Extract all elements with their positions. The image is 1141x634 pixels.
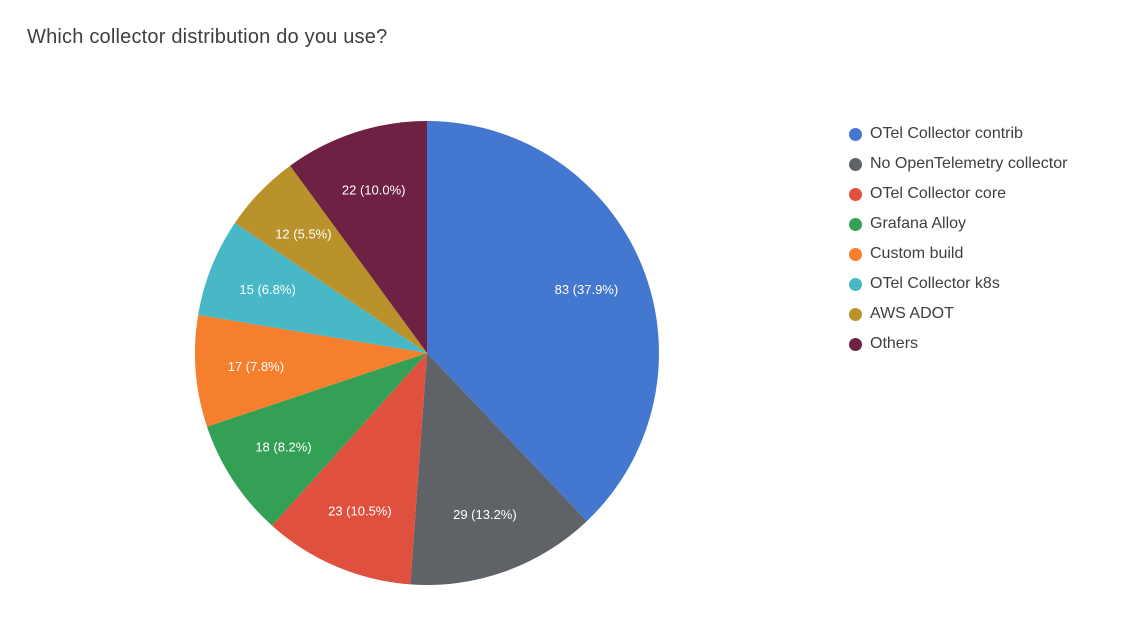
pie-slice-others[interactable] <box>290 121 427 353</box>
chart-legend: OTel Collector contrib No OpenTelemetry c… <box>849 119 1067 359</box>
chart-title: Which collector distribution do you use? <box>27 26 388 48</box>
legend-label: Grafana Alloy <box>870 215 967 232</box>
legend-label: OTel Collector core <box>870 185 1007 202</box>
pie-slice-otel-collector-k8s[interactable] <box>198 222 427 353</box>
pie-slice-no-opentelemetry-collector[interactable] <box>410 353 587 585</box>
legend-label: OTel Collector k8s <box>870 275 1000 292</box>
legend-swatch-icon <box>849 187 862 201</box>
pie-slice-grafana-alloy[interactable] <box>206 353 427 526</box>
legend-swatch-icon <box>849 127 862 141</box>
legend-item-grafana-alloy: Grafana Alloy <box>849 209 1067 239</box>
pie-slice-otel-collector-contrib[interactable] <box>427 121 659 522</box>
legend-item-otel-collector-core: OTel Collector core <box>849 179 1067 209</box>
legend-item-custom-build: Custom build <box>849 239 1067 269</box>
legend-label: No OpenTelemetry collector <box>870 155 1068 172</box>
pie-slice-aws-adot[interactable] <box>234 165 427 353</box>
legend-label: OTel Collector contrib <box>870 125 1023 142</box>
legend-swatch-icon <box>849 277 862 291</box>
legend-swatch-icon <box>849 217 862 231</box>
legend-swatch-icon <box>849 157 862 171</box>
legend-label: Custom build <box>870 245 964 262</box>
legend-item-no-opentelemetry-collector: No OpenTelemetry collector <box>849 149 1067 179</box>
legend-label: Others <box>870 335 919 352</box>
legend-item-otel-collector-k8s: OTel Collector k8s <box>849 269 1067 299</box>
legend-item-others: Others <box>849 329 1067 359</box>
legend-label: AWS ADOT <box>870 305 954 322</box>
legend-item-aws-adot: AWS ADOT <box>849 299 1067 329</box>
legend-item-otel-collector-contrib: OTel Collector contrib <box>849 119 1067 149</box>
pie-slice-otel-collector-core[interactable] <box>272 353 427 585</box>
legend-swatch-icon <box>849 247 862 261</box>
legend-swatch-icon <box>849 307 862 321</box>
pie-chart: 83 (37.9%)29 (13.2%)23 (10.5%)18 (8.2%)1… <box>195 121 659 585</box>
legend-swatch-icon <box>849 337 862 351</box>
pie-slice-custom-build[interactable] <box>195 314 427 427</box>
